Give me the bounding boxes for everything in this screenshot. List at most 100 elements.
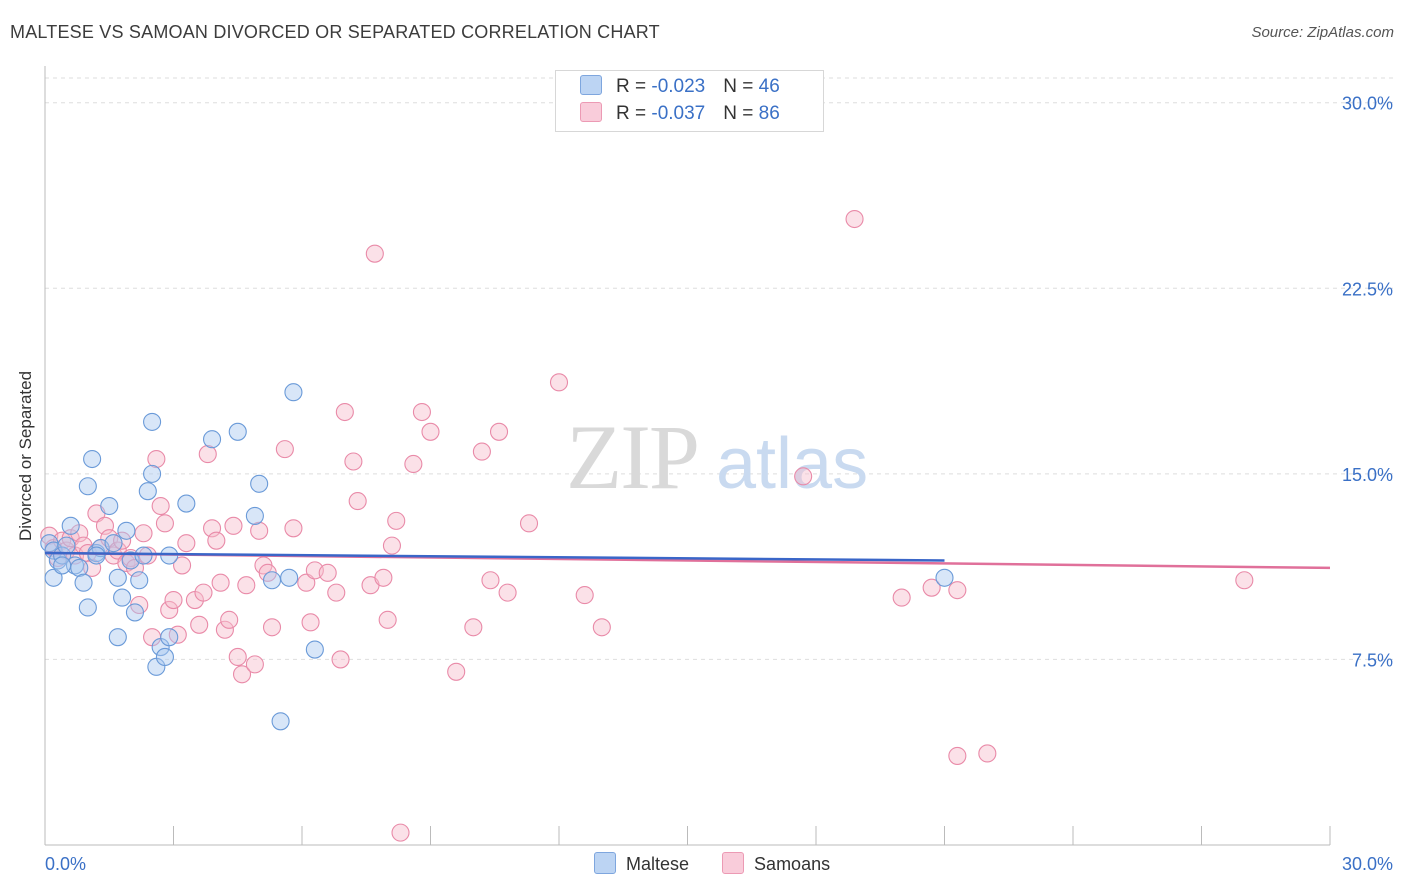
- maltese-point: [280, 568, 299, 587]
- y-axis-label: Divorced or Separated: [16, 370, 35, 542]
- samoan-point: [391, 823, 410, 842]
- maltese-point: [104, 534, 123, 553]
- samoan-points: [40, 209, 1254, 842]
- samoan-point: [224, 516, 243, 535]
- maltese-point: [83, 449, 102, 469]
- r-value: -0.023: [651, 76, 706, 97]
- samoan-point: [948, 581, 967, 600]
- maltese-point: [134, 546, 153, 565]
- samoan-point: [262, 618, 282, 637]
- maltese-point: [108, 568, 127, 587]
- samoan-point: [147, 449, 166, 469]
- samoan-point: [301, 613, 320, 632]
- samoan-point: [155, 514, 174, 533]
- maltese-point: [100, 496, 119, 516]
- x-tick-label: 30.0%: [1342, 854, 1393, 874]
- trend-lines: [44, 551, 1331, 570]
- maltese-point: [78, 598, 97, 617]
- maltese-point: [245, 506, 264, 525]
- n-label: N =: [723, 76, 759, 97]
- maltese-point: [130, 571, 149, 590]
- samoan-point: [922, 578, 941, 597]
- maltese-point: [228, 422, 247, 441]
- watermark: ZIP atlas: [566, 406, 868, 508]
- samoan-point: [447, 662, 466, 681]
- maltese-point: [74, 573, 93, 592]
- samoan-point: [378, 610, 397, 629]
- samoan-point: [198, 445, 217, 464]
- maltese-trend-line: [44, 551, 945, 562]
- samoan-point: [344, 452, 363, 471]
- maltese-point: [138, 482, 157, 501]
- samoan-point: [335, 402, 354, 422]
- maltese-point: [177, 494, 196, 513]
- samoan-point: [412, 402, 431, 422]
- n-label: N =: [723, 103, 759, 124]
- samoan-point: [549, 373, 569, 392]
- samoan-point: [151, 496, 170, 516]
- samoan-point: [481, 571, 500, 590]
- samoan-point: [365, 244, 384, 263]
- samoan-point: [190, 615, 209, 634]
- samoan-point: [228, 647, 247, 667]
- samoan-point: [134, 524, 153, 543]
- maltese-point: [87, 546, 106, 565]
- samoan-point: [237, 576, 256, 595]
- chart-title: MALTESE VS SAMOAN DIVORCED OR SEPARATED …: [10, 22, 660, 42]
- samoan-point: [489, 422, 509, 441]
- samoan-point: [845, 209, 864, 229]
- samoan-point: [284, 519, 303, 538]
- axis-layer: [44, 66, 1331, 846]
- maltese-swatch: [594, 852, 616, 874]
- samoan-point: [220, 610, 239, 629]
- maltese-point: [53, 546, 72, 565]
- y-tick-label: 22.5%: [1342, 279, 1393, 299]
- n-value: 86: [758, 103, 780, 124]
- samoan-point: [173, 556, 192, 575]
- legend-label-samoans: Samoans: [754, 854, 831, 874]
- samoan-point: [421, 422, 440, 441]
- maltese-point: [44, 568, 63, 587]
- maltese-point: [143, 412, 162, 431]
- maltese-point: [108, 628, 127, 647]
- series-legend: Maltese Samoans: [594, 852, 858, 875]
- legend-item-samoans[interactable]: Samoans: [722, 852, 830, 875]
- maltese-point: [155, 647, 174, 667]
- samoan-swatch: [722, 852, 745, 874]
- samoan-point: [211, 573, 230, 592]
- watermark-zip: ZIP: [566, 406, 698, 508]
- samoan-point: [374, 568, 393, 587]
- watermark-atlas: atlas: [716, 424, 868, 504]
- samoan-point: [250, 521, 269, 540]
- y-tick-label: 7.5%: [1352, 650, 1393, 670]
- samoan-point: [194, 583, 213, 602]
- samoan-point: [519, 514, 539, 533]
- maltese-point: [262, 571, 282, 590]
- maltese-point: [305, 640, 324, 659]
- samoan-point: [387, 511, 406, 530]
- y-tick-label: 15.0%: [1342, 465, 1393, 485]
- samoan-point: [177, 534, 196, 553]
- x-tick-label: 0.0%: [45, 854, 86, 874]
- maltese-point: [61, 516, 80, 535]
- samoan-point: [207, 531, 226, 550]
- legend-row-maltese: R = -0.023 N = 46: [580, 75, 780, 97]
- samoan-point: [215, 620, 234, 639]
- n-value: 46: [758, 76, 780, 97]
- maltese-point: [935, 568, 954, 587]
- r-value: -0.037: [651, 103, 706, 124]
- maltese-point: [53, 556, 72, 575]
- samoan-point: [331, 650, 350, 669]
- legend-row-samoan: R = -0.037 N = 86: [580, 102, 780, 124]
- legend-item-maltese[interactable]: Maltese: [594, 852, 689, 875]
- samoan-point: [382, 536, 402, 555]
- samoan-point: [575, 586, 594, 605]
- legend-label-maltese: Maltese: [626, 854, 690, 874]
- maltese-point: [250, 474, 269, 493]
- samoan-point: [592, 618, 611, 637]
- samoan-point: [472, 442, 491, 461]
- samoan-point: [404, 454, 423, 474]
- maltese-swatch: [580, 75, 602, 95]
- maltese-point: [160, 628, 179, 647]
